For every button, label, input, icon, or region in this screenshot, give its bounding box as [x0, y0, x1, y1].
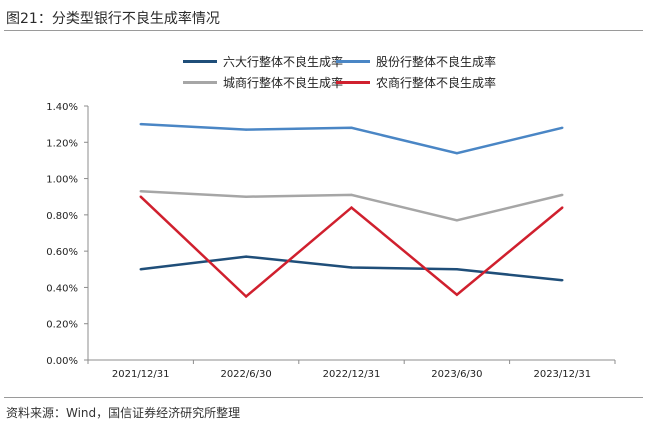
data-point-series-1 [561, 126, 564, 129]
legend-label-series-2: 城商行整体不良生成率 [223, 76, 344, 90]
legend-swatch-series-1 [336, 60, 370, 63]
data-point-series-2 [455, 219, 459, 222]
data-point-series-1 [455, 151, 459, 155]
figure-title: 图21：分类型银行不良生成率情况 [6, 11, 220, 27]
legend-swatch-series-3 [336, 81, 370, 84]
legend-label-series-0: 六大行整体不良生成率 [223, 55, 344, 69]
x-tick-label: 2022/12/31 [323, 369, 381, 380]
data-point-series-2 [244, 195, 248, 198]
data-point-series-0 [561, 278, 564, 282]
top-rule [4, 30, 643, 31]
series-line-3 [139, 195, 564, 299]
data-point-series-1 [139, 122, 142, 126]
legend-swatch-series-2 [183, 81, 217, 84]
data-point-series-2 [139, 190, 142, 193]
x-tick-label: 2021/12/31 [112, 369, 170, 380]
data-point-series-0 [455, 268, 459, 271]
y-tick-label: 1.00% [46, 175, 78, 186]
data-point-series-0 [244, 255, 248, 258]
data-point-series-3 [350, 206, 353, 209]
data-point-series-0 [350, 266, 353, 269]
y-tick-label: 1.40% [46, 102, 78, 113]
data-point-series-3 [244, 295, 248, 298]
legend-item-series-0: 六大行整体不良生成率 [183, 53, 343, 70]
legend-label-series-3: 农商行整体不良生成率 [376, 76, 497, 90]
y-tick-label: 0.40% [46, 283, 78, 294]
data-point-series-1 [244, 128, 248, 131]
data-point-series-3 [561, 206, 564, 209]
data-point-series-1 [350, 126, 353, 129]
x-tick-label: 2022/6/30 [220, 369, 271, 380]
data-point-series-2 [350, 193, 353, 197]
data-point-series-3 [139, 195, 142, 198]
legend-item-series-1: 股份行整体不良生成率 [336, 53, 496, 70]
legend-label-series-1: 股份行整体不良生成率 [376, 55, 497, 69]
data-point-series-3 [455, 293, 459, 296]
y-tick-label: 0.60% [46, 247, 78, 258]
y-tick-label: 1.20% [46, 138, 78, 149]
legend-swatch-series-0 [183, 60, 217, 63]
legend-item-series-2: 城商行整体不良生成率 [183, 74, 343, 91]
x-tick-label: 2023/12/31 [533, 369, 591, 380]
bottom-rule [4, 397, 643, 398]
y-tick-label: 0.00% [46, 356, 78, 367]
legend-item-series-3: 农商行整体不良生成率 [336, 74, 496, 91]
data-point-series-2 [561, 193, 564, 197]
x-tick-label: 2023/6/30 [431, 369, 482, 380]
data-point-series-0 [139, 268, 142, 271]
y-tick-label: 0.20% [46, 320, 78, 331]
source-note: 资料来源：Wind，国信证券经济研究所整理 [6, 406, 241, 420]
y-tick-label: 0.80% [46, 211, 78, 222]
